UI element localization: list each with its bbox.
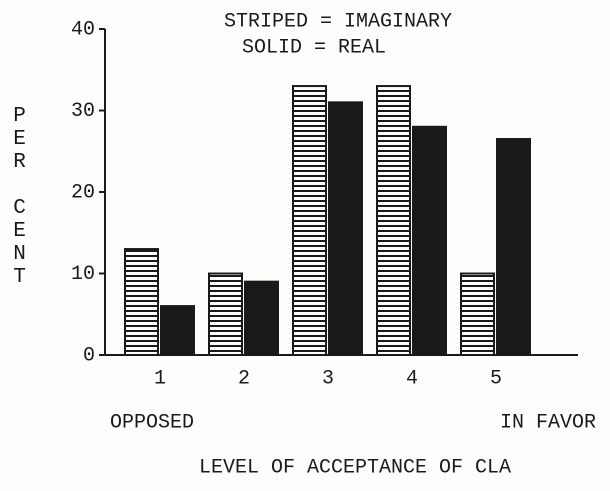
bar bbox=[244, 280, 279, 356]
x-tick-label: 2 bbox=[238, 367, 250, 390]
bar bbox=[208, 272, 243, 356]
y-tick-label: 10 bbox=[71, 263, 95, 286]
bar bbox=[496, 138, 531, 356]
bar bbox=[412, 125, 447, 356]
y-tick-label: 40 bbox=[71, 18, 95, 41]
bar bbox=[376, 85, 411, 357]
x-tick-label: 5 bbox=[490, 367, 502, 390]
y-tick-label: 30 bbox=[71, 100, 95, 123]
legend-text: SOLID = REAL bbox=[242, 36, 386, 59]
x-tick-label: 1 bbox=[154, 367, 166, 390]
bar bbox=[328, 101, 363, 356]
annotation: IN FAVOR bbox=[500, 411, 596, 434]
annotation: OPPOSED bbox=[110, 411, 194, 434]
y-tick-label: 0 bbox=[83, 344, 95, 367]
x-axis-label: LEVEL OF ACCEPTANCE OF CLA bbox=[199, 456, 511, 479]
x-tick-label: 3 bbox=[322, 367, 334, 390]
x-tick-label: 4 bbox=[406, 367, 418, 390]
y-tick-label: 20 bbox=[71, 181, 95, 204]
y-axis-label: PER CENT bbox=[8, 105, 31, 289]
bar bbox=[124, 248, 159, 356]
bar bbox=[460, 272, 495, 356]
bar bbox=[292, 85, 327, 357]
bar bbox=[160, 305, 195, 357]
legend-text: STRIPED = IMAGINARY bbox=[224, 10, 452, 33]
